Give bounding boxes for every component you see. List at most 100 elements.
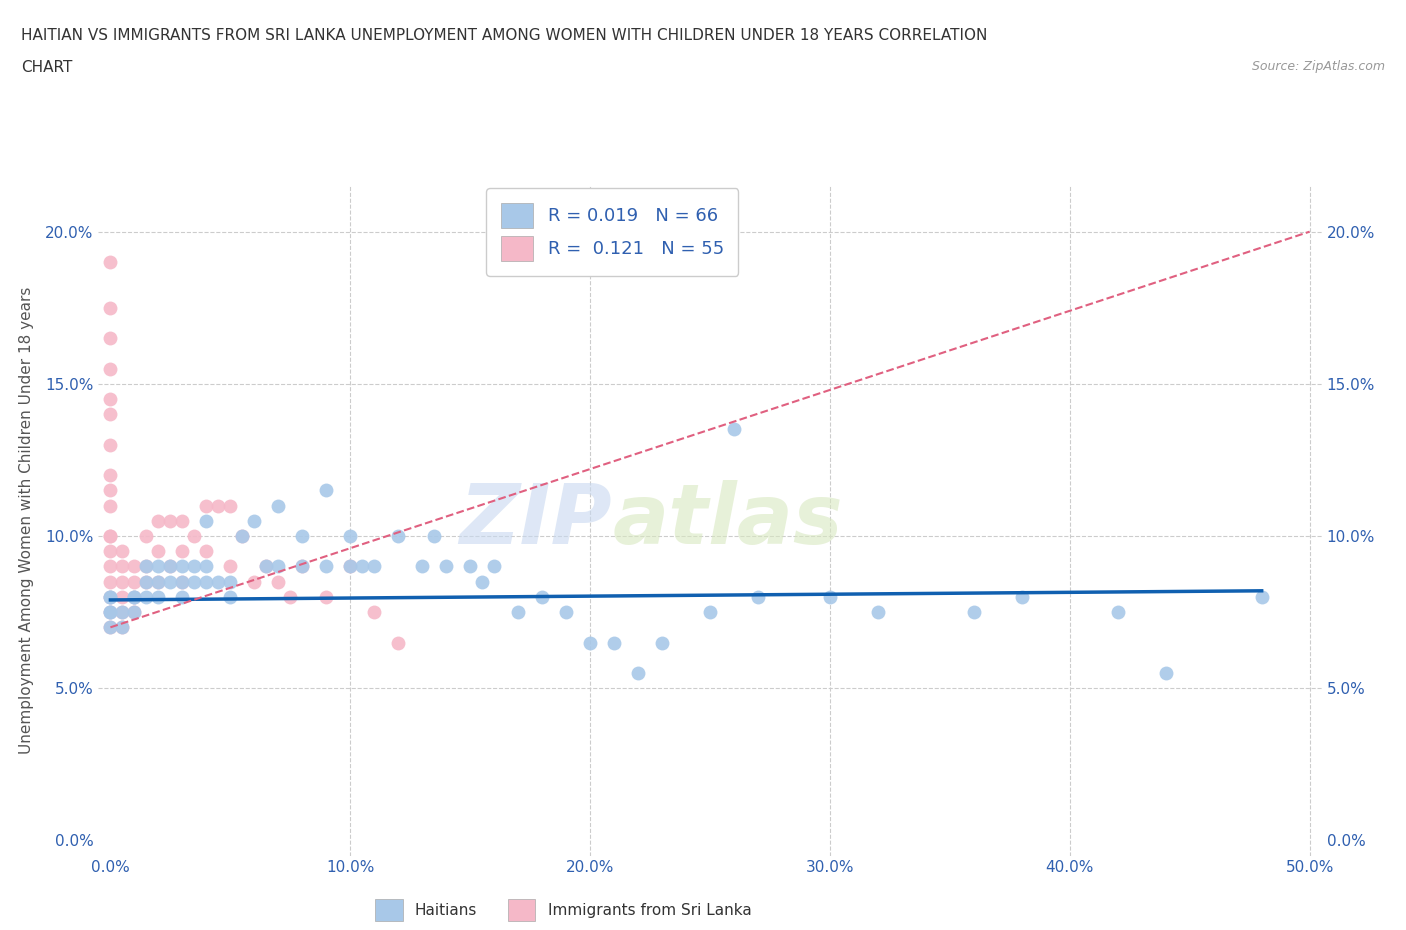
Point	[100, 604, 122, 619]
Point	[339, 528, 361, 543]
Point	[159, 574, 181, 589]
Point	[434, 559, 457, 574]
Point	[508, 604, 530, 619]
Point	[100, 300, 122, 315]
Point	[219, 574, 242, 589]
Point	[172, 590, 194, 604]
Point	[148, 544, 170, 559]
Point	[747, 590, 769, 604]
Point	[315, 590, 337, 604]
Point	[207, 498, 229, 513]
Point	[111, 559, 134, 574]
Point	[531, 590, 554, 604]
Point	[172, 574, 194, 589]
Point	[243, 513, 266, 528]
Point	[352, 559, 374, 574]
Point	[100, 604, 122, 619]
Point	[963, 604, 986, 619]
Point	[135, 559, 157, 574]
Point	[111, 604, 134, 619]
Point	[111, 574, 134, 589]
Point	[100, 483, 122, 498]
Text: ZIP: ZIP	[460, 480, 612, 562]
Point	[148, 574, 170, 589]
Point	[183, 528, 205, 543]
Point	[124, 574, 146, 589]
Point	[111, 604, 134, 619]
Point	[254, 559, 277, 574]
Point	[148, 574, 170, 589]
Point	[1250, 590, 1272, 604]
Point	[195, 574, 218, 589]
Point	[172, 544, 194, 559]
Point	[315, 483, 337, 498]
Point	[195, 513, 218, 528]
Point	[100, 528, 122, 543]
Point	[219, 590, 242, 604]
Point	[124, 590, 146, 604]
Point	[339, 559, 361, 574]
Point	[482, 559, 505, 574]
Point	[148, 513, 170, 528]
Point	[363, 559, 385, 574]
Point	[100, 361, 122, 376]
Point	[135, 590, 157, 604]
Point	[172, 513, 194, 528]
Point	[231, 528, 253, 543]
Point	[363, 604, 385, 619]
Point	[267, 559, 290, 574]
Point	[339, 559, 361, 574]
Point	[243, 574, 266, 589]
Point	[1107, 604, 1129, 619]
Point	[111, 544, 134, 559]
Point	[124, 590, 146, 604]
Legend: Haitians, Immigrants from Sri Lanka: Haitians, Immigrants from Sri Lanka	[367, 892, 759, 928]
Point	[195, 498, 218, 513]
Point	[100, 590, 122, 604]
Point	[555, 604, 578, 619]
Point	[627, 666, 650, 681]
Point	[387, 635, 409, 650]
Point	[100, 437, 122, 452]
Point	[100, 590, 122, 604]
Point	[111, 620, 134, 635]
Point	[159, 513, 181, 528]
Point	[471, 574, 494, 589]
Point	[651, 635, 673, 650]
Point	[159, 559, 181, 574]
Point	[100, 574, 122, 589]
Point	[135, 528, 157, 543]
Point	[195, 559, 218, 574]
Point	[100, 255, 122, 270]
Point	[723, 422, 745, 437]
Point	[207, 574, 229, 589]
Point	[315, 559, 337, 574]
Point	[699, 604, 721, 619]
Point	[231, 528, 253, 543]
Point	[603, 635, 626, 650]
Point	[135, 559, 157, 574]
Point	[1154, 666, 1177, 681]
Point	[387, 528, 409, 543]
Point	[148, 559, 170, 574]
Text: atlas: atlas	[612, 480, 842, 562]
Point	[423, 528, 446, 543]
Point	[124, 604, 146, 619]
Point	[291, 559, 314, 574]
Text: HAITIAN VS IMMIGRANTS FROM SRI LANKA UNEMPLOYMENT AMONG WOMEN WITH CHILDREN UNDE: HAITIAN VS IMMIGRANTS FROM SRI LANKA UNE…	[21, 28, 987, 43]
Point	[100, 468, 122, 483]
Point	[411, 559, 433, 574]
Text: Source: ZipAtlas.com: Source: ZipAtlas.com	[1251, 60, 1385, 73]
Y-axis label: Unemployment Among Women with Children Under 18 years: Unemployment Among Women with Children U…	[20, 287, 34, 754]
Point	[219, 559, 242, 574]
Point	[159, 559, 181, 574]
Point	[111, 590, 134, 604]
Point	[100, 620, 122, 635]
Point	[183, 559, 205, 574]
Point	[267, 574, 290, 589]
Point	[195, 544, 218, 559]
Point	[100, 498, 122, 513]
Point	[291, 528, 314, 543]
Point	[254, 559, 277, 574]
Point	[172, 574, 194, 589]
